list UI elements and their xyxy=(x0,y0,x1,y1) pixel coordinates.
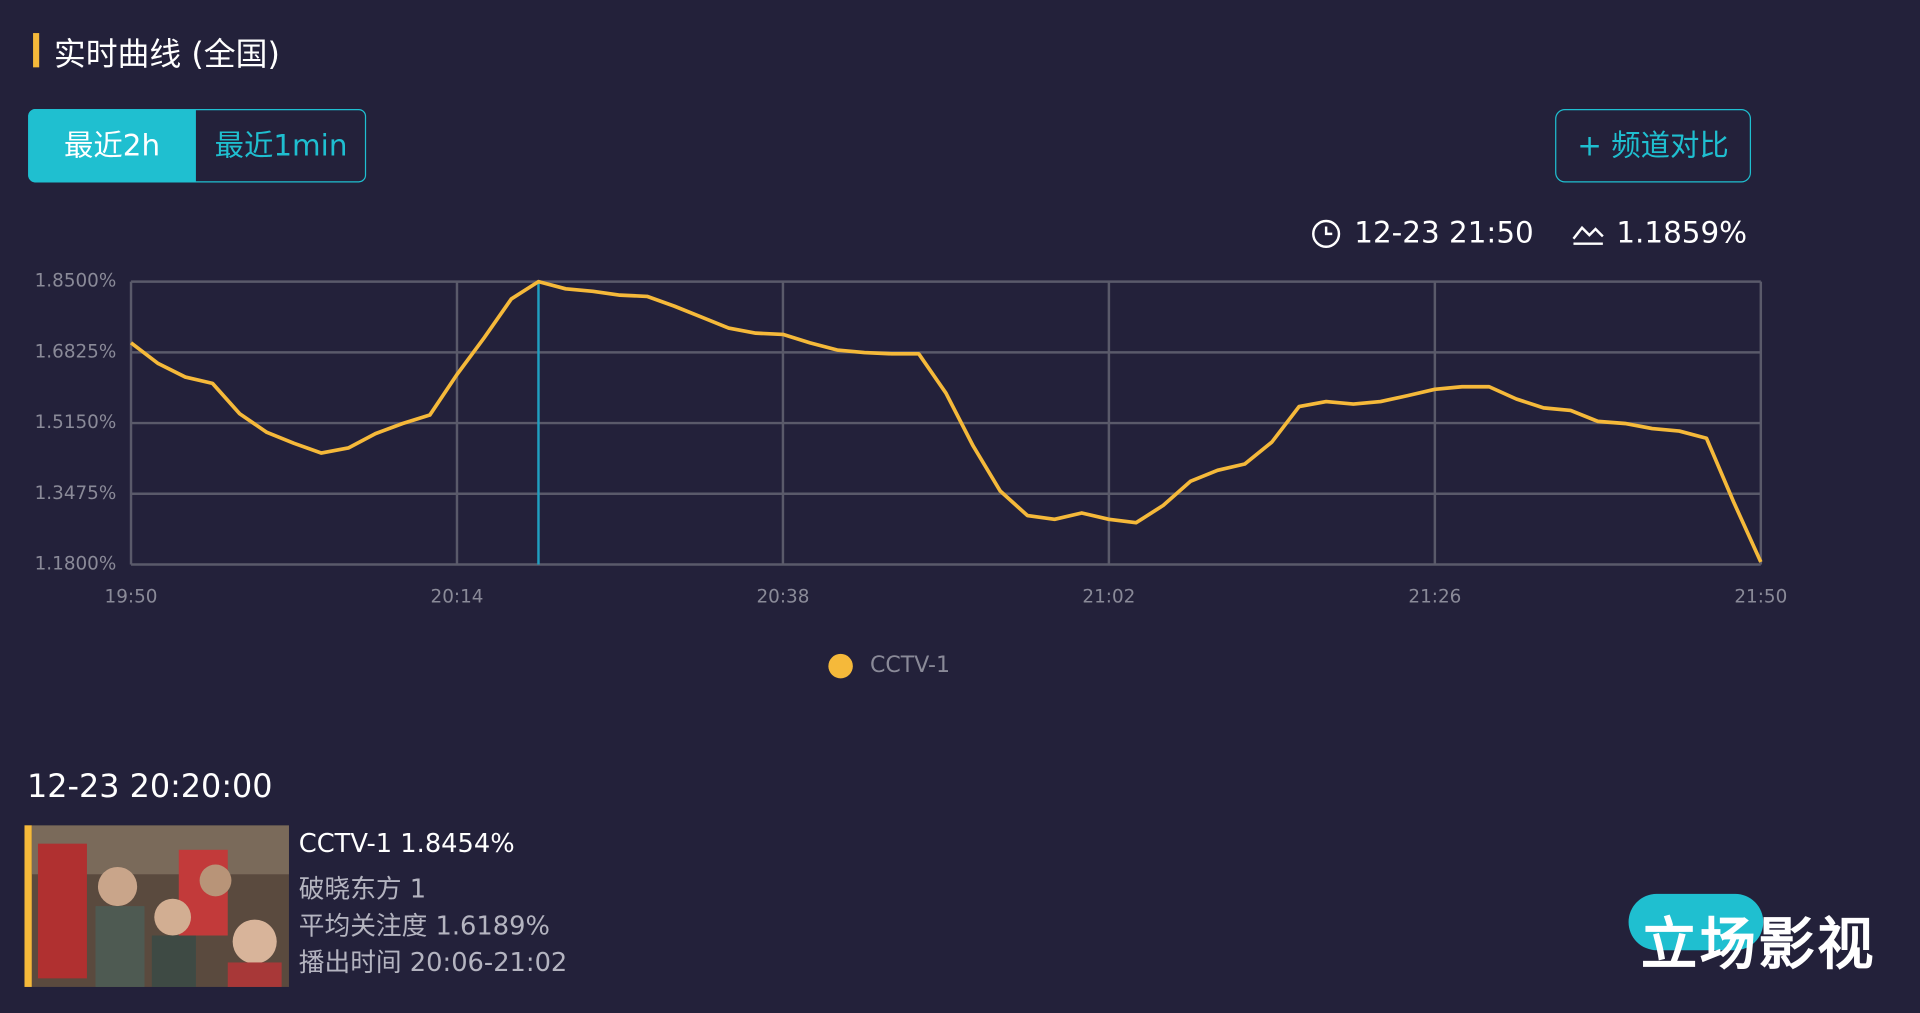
legend-label: CCTV-1 xyxy=(870,653,950,678)
detail-average: 平均关注度 1.6189% xyxy=(298,911,550,941)
tab[interactable]: 最近1min xyxy=(214,128,348,163)
y-tick-label: 1.5150% xyxy=(35,412,117,433)
detail-time: 12-23 20:20:00 xyxy=(26,768,273,806)
current-time: 12-23 21:50 xyxy=(1354,215,1534,250)
legend-marker xyxy=(828,653,853,679)
trend-icon xyxy=(1572,225,1604,245)
series-line xyxy=(129,279,1763,563)
detail-airtime: 播出时间 20:06-21:02 xyxy=(298,947,568,978)
watermark: 立场影视 xyxy=(1640,911,1876,978)
clock-icon xyxy=(1312,219,1341,248)
y-tick-label: 1.6825% xyxy=(35,341,117,362)
x-tick-label: 21:02 xyxy=(1082,587,1135,608)
y-tick-label: 1.1800% xyxy=(35,553,117,574)
x-tick-label: 19:50 xyxy=(105,587,158,608)
y-tick-label: 1.3475% xyxy=(35,483,117,504)
panel-title: 实时曲线 (全国) xyxy=(53,36,280,74)
x-tick-label: 21:26 xyxy=(1408,587,1461,608)
y-tick-label: 1.8500% xyxy=(35,271,117,292)
chart: 1.1800% 1.3475% 1.5150% 1.6825% 1.8500% 19:50… xyxy=(35,271,1787,679)
program-thumbnail xyxy=(31,825,289,987)
title-marker xyxy=(33,33,40,68)
compare-button[interactable]: + 频道对比 xyxy=(1555,108,1752,183)
detail-channel: CCTV-1 1.8454% xyxy=(298,828,515,859)
x-tick-label: 21:50 xyxy=(1734,587,1787,608)
tab-active[interactable]: 最近2h xyxy=(28,108,196,183)
view-button[interactable] xyxy=(1628,893,1764,951)
x-tick-label: 20:14 xyxy=(431,587,484,608)
detail-program: 破晓东方 1 xyxy=(298,874,427,904)
detail-marker xyxy=(24,825,32,987)
current-value: 1.1859% xyxy=(1616,215,1748,250)
x-tick-label: 20:38 xyxy=(756,587,809,608)
